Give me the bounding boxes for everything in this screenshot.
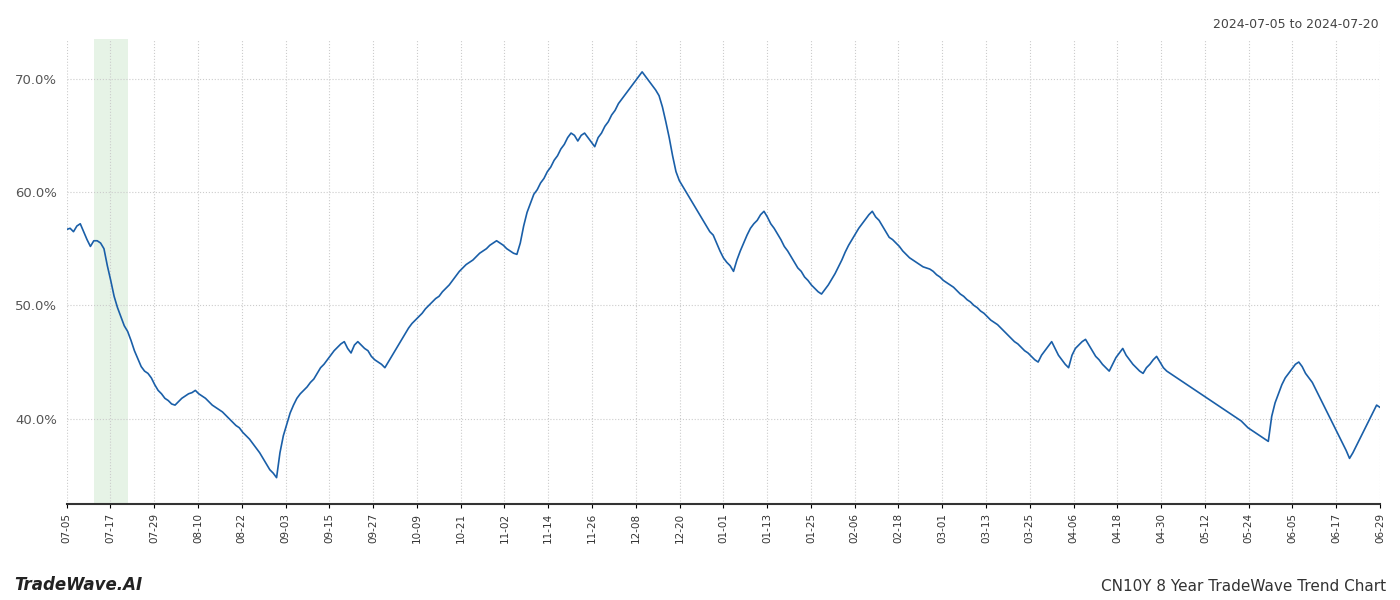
Bar — [94, 39, 127, 504]
Text: 2024-07-05 to 2024-07-20: 2024-07-05 to 2024-07-20 — [1214, 18, 1379, 31]
Text: CN10Y 8 Year TradeWave Trend Chart: CN10Y 8 Year TradeWave Trend Chart — [1100, 579, 1386, 594]
Text: TradeWave.AI: TradeWave.AI — [14, 576, 143, 594]
